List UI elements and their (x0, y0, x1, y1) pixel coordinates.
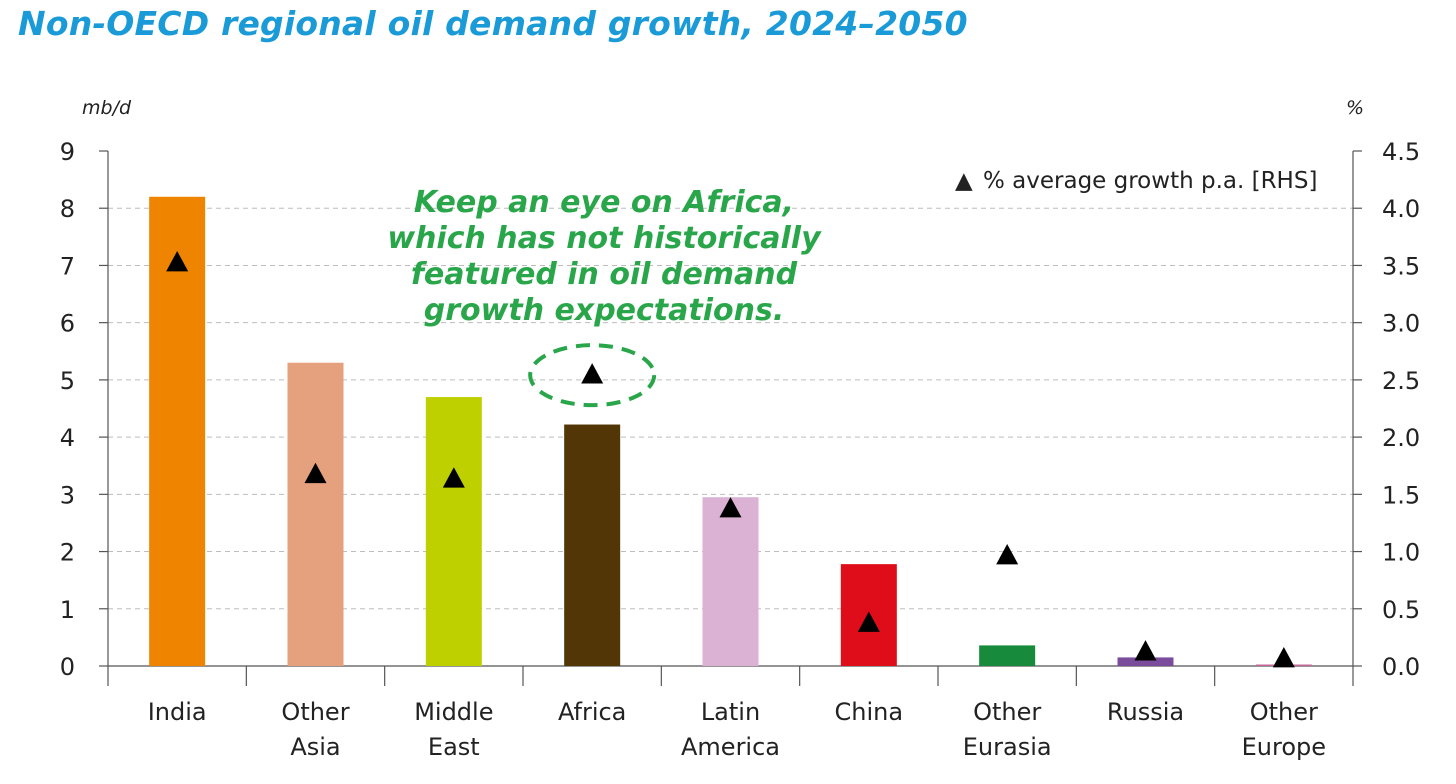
growth-marker-africa (581, 363, 604, 384)
bar-africa (564, 424, 621, 666)
x-category-label: Other (973, 698, 1041, 726)
legend-triangle-icon: ▲ (955, 168, 973, 194)
x-category-label: Eurasia (963, 733, 1052, 761)
growth-markers (166, 251, 1295, 668)
y-tick-label-right: 1.0 (1382, 539, 1420, 567)
annotation-text-line: Keep an eye on Africa, (414, 185, 794, 220)
x-category-label: Other (1250, 698, 1318, 726)
y-tick-label-left: 9 (60, 138, 75, 166)
growth-marker-other-asia (304, 462, 327, 484)
y-tick-label-left: 8 (60, 195, 75, 223)
annotation-text-line: featured in oil demand (411, 257, 798, 292)
x-category-label: China (835, 698, 904, 726)
axis-labels: 0 1 2 3 4 5 6 7 8 9 0.0 0.5 1.0 1.5 2.0 2.5 3.0 3.5 4.0 4.5… (60, 97, 1420, 761)
y-axis-left-unit: mb/d (82, 97, 132, 119)
growth-marker-other-europe (1272, 646, 1295, 668)
bar-india (149, 196, 206, 666)
y-tick-label-right: 0.5 (1382, 596, 1420, 624)
y-tick-label-right: 2.0 (1382, 424, 1420, 452)
highlight-ellipse (528, 343, 657, 408)
y-tick-label-right: 0.0 (1382, 653, 1420, 681)
growth-marker-china (857, 611, 880, 632)
y-tick-label-left: 3 (60, 481, 75, 509)
y-tick-label-left: 7 (60, 252, 75, 280)
legend: ▲ % average growth p.a. [RHS] (955, 168, 1317, 194)
x-category-label: Africa (558, 698, 626, 726)
y-axis-right-unit: % (1346, 97, 1364, 119)
growth-marker-middle-east (442, 467, 465, 488)
y-tick-label-right: 4.0 (1382, 195, 1420, 223)
y-tick-label-right: 4.5 (1382, 138, 1420, 166)
bars (149, 196, 1312, 666)
y-tick-label-left: 0 (60, 653, 75, 681)
x-category-label: East (428, 733, 480, 761)
y-tick-label-left: 5 (60, 367, 75, 395)
x-category-label: Middle (414, 698, 493, 726)
y-tick-label-left: 1 (60, 596, 75, 624)
x-category-label: Latin (701, 698, 760, 726)
y-tick-label-left: 4 (60, 424, 75, 452)
growth-marker-russia (1134, 640, 1157, 661)
legend-label: % average growth p.a. [RHS] (983, 168, 1317, 194)
y-tick-label-left: 2 (60, 539, 75, 567)
growth-marker-india (166, 251, 189, 272)
x-category-label: Asia (290, 733, 340, 761)
x-category-label: Europe (1242, 733, 1326, 761)
x-category-label: India (148, 698, 207, 726)
bar-russia (1117, 657, 1174, 666)
growth-marker-latin-america (719, 497, 742, 518)
annotation-text-line: growth expectations. (424, 293, 784, 328)
bar-other-eurasia (979, 645, 1036, 666)
bar-latin-america (702, 497, 759, 666)
annotation-text-line: which has not historically (387, 221, 822, 256)
annotation: Keep an eye on Africa,which has not hist… (387, 185, 822, 408)
x-category-label: Other (281, 698, 349, 726)
y-tick-label-right: 3.5 (1382, 252, 1420, 280)
y-tick-label-right: 3.0 (1382, 310, 1420, 338)
chart-title: Non-OECD regional oil demand growth, 202… (18, 4, 968, 43)
y-tick-label-right: 1.5 (1382, 481, 1420, 509)
growth-marker-other-eurasia (996, 543, 1019, 565)
x-category-label: America (681, 733, 780, 761)
x-category-label: Russia (1107, 698, 1184, 726)
bar-other-asia (287, 362, 344, 666)
y-tick-label-right: 2.5 (1382, 367, 1420, 395)
y-tick-label-left: 6 (60, 310, 75, 338)
bar-middle-east (425, 397, 482, 666)
